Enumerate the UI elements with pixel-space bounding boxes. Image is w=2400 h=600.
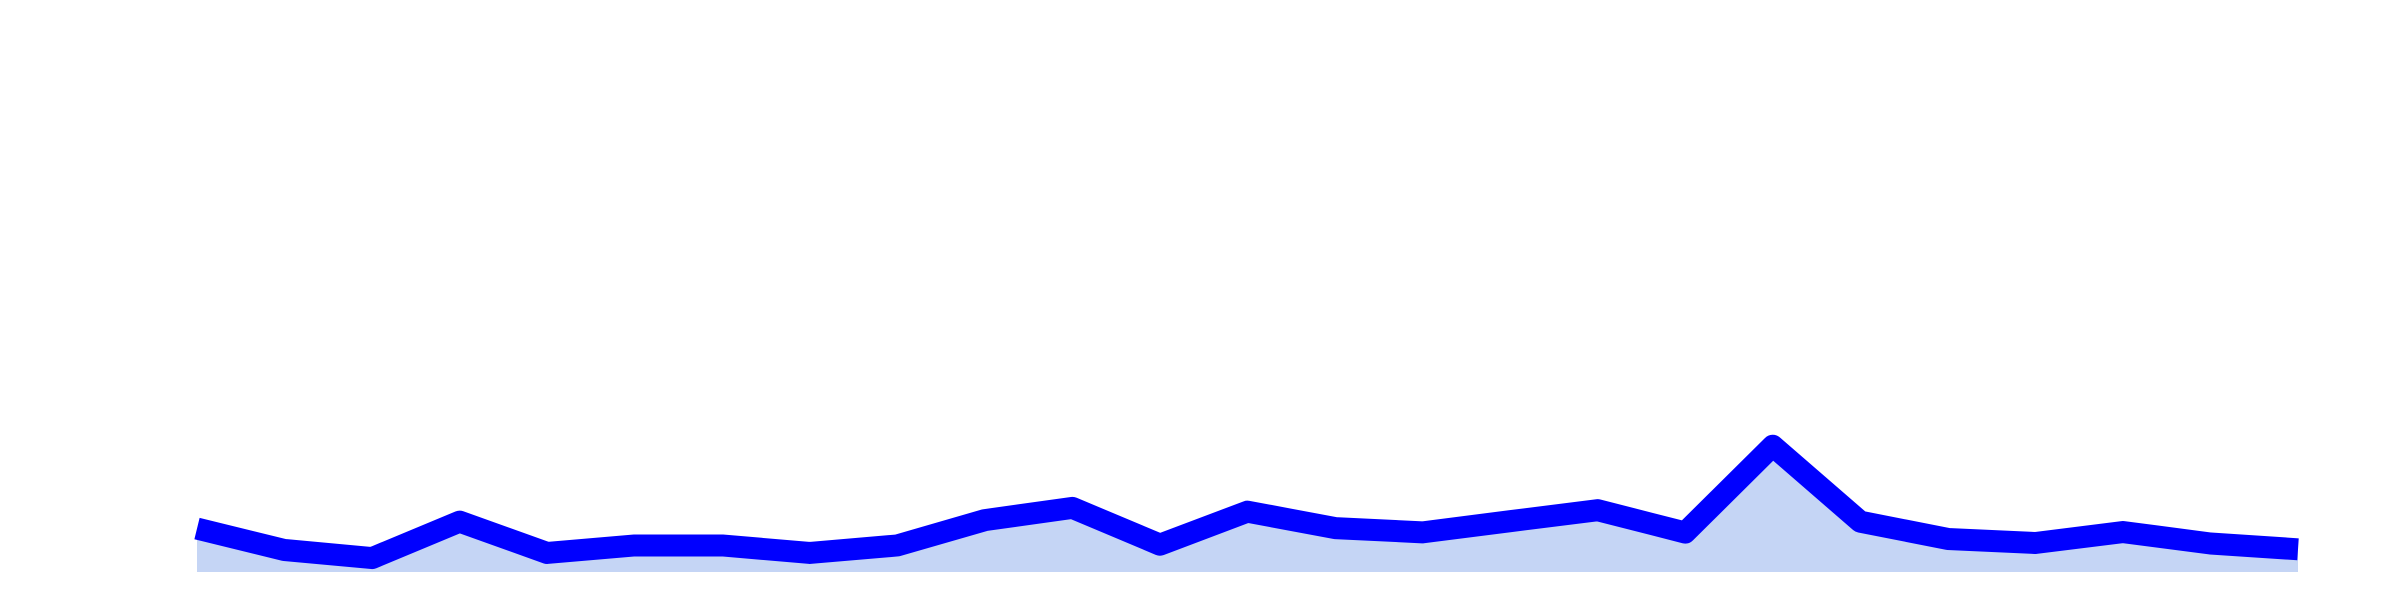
series-line-layer [194,434,2299,570]
series-line [194,434,2299,570]
area-fill [197,445,2298,572]
area-fill-layer [197,445,2298,572]
